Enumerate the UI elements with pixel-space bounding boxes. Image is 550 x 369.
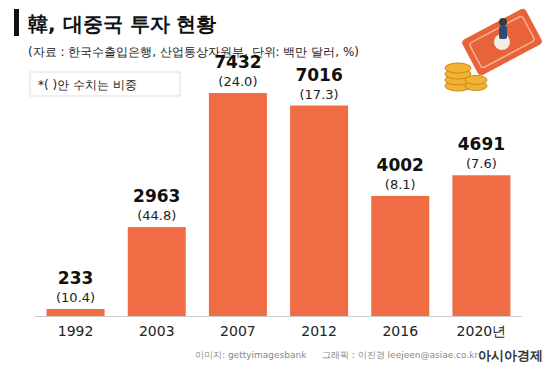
share-label: (8.1) bbox=[385, 177, 416, 192]
value-label: 4691 bbox=[458, 134, 505, 154]
title-bar bbox=[14, 9, 19, 36]
x-tick-label: 2012 bbox=[301, 323, 337, 339]
icon-coin bbox=[465, 76, 487, 85]
share-label: (44.8) bbox=[137, 208, 176, 223]
bar bbox=[290, 106, 348, 316]
x-tick-label: 1992 bbox=[58, 323, 94, 339]
icon-person-body bbox=[499, 26, 507, 39]
value-label: 233 bbox=[58, 268, 94, 288]
share-label: (7.6) bbox=[466, 156, 497, 171]
note: *( )안 수치는 비중 bbox=[38, 78, 137, 92]
value-label: 4002 bbox=[377, 155, 424, 175]
bars bbox=[47, 93, 511, 316]
icon-person-head bbox=[499, 18, 507, 26]
share-label: (10.4) bbox=[56, 290, 95, 305]
icon-bill-border bbox=[469, 16, 535, 69]
icon-bill bbox=[461, 7, 543, 76]
share-label: (17.3) bbox=[300, 87, 339, 102]
value-label: 2963 bbox=[133, 186, 180, 206]
logo: 아시아경제 bbox=[478, 348, 543, 363]
icon-coin bbox=[445, 63, 471, 73]
value-label: 7016 bbox=[295, 65, 342, 85]
bar bbox=[47, 309, 105, 316]
bar bbox=[209, 93, 267, 316]
credit-image: 이미지: gettyimagesbank bbox=[195, 350, 307, 360]
x-tick-label: 2020년 bbox=[457, 323, 507, 339]
bar bbox=[452, 175, 510, 316]
x-tick-label: 2007 bbox=[220, 323, 256, 339]
baseline bbox=[35, 316, 522, 317]
bar bbox=[371, 196, 429, 316]
bar bbox=[128, 227, 186, 316]
labels: (10.4) 233 1992 (44.8) 2963 2003 (24.0) 7432 200… bbox=[56, 52, 506, 339]
x-tick-label: 2003 bbox=[139, 323, 175, 339]
credit-graphic: 그래픽 : 이진경 leejeen@asiae.co.kr bbox=[322, 350, 478, 360]
chart: 韓, 대중국 투자 현황 (자료 : 한국수출입은행, 산업통상자원부, 단위: … bbox=[0, 0, 550, 369]
money-icon bbox=[445, 7, 543, 91]
background bbox=[0, 0, 550, 369]
subtitle: (자료 : 한국수출입은행, 산업통상자원부, 단위: 백만 달러, %) bbox=[28, 45, 359, 59]
x-tick-label: 2016 bbox=[382, 323, 418, 339]
note-box bbox=[30, 72, 180, 96]
value-label: 7432 bbox=[214, 52, 261, 72]
share-label: (24.0) bbox=[218, 74, 257, 89]
title: 韓, 대중국 투자 현황 bbox=[28, 12, 217, 36]
